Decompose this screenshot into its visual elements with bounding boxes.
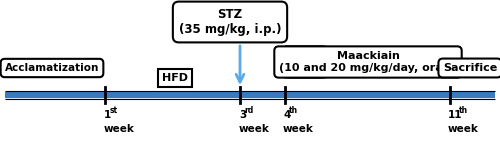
- Text: week: week: [448, 124, 479, 134]
- Text: 4: 4: [283, 110, 290, 120]
- Text: STZ
(35 mg/kg, i.p.): STZ (35 mg/kg, i.p.): [179, 7, 281, 37]
- Text: th: th: [459, 106, 468, 115]
- Text: FBG
check: FBG check: [287, 51, 323, 73]
- Text: HFD: HFD: [162, 73, 188, 83]
- Text: Sacrifice: Sacrifice: [443, 63, 497, 73]
- Text: week: week: [104, 124, 135, 134]
- Text: 11: 11: [448, 110, 462, 120]
- Text: 3: 3: [239, 110, 246, 120]
- Text: st: st: [110, 106, 118, 115]
- Text: th: th: [288, 106, 298, 115]
- Text: Maackiain
(10 and 20 mg/kg/day, orally: Maackiain (10 and 20 mg/kg/day, orally: [279, 51, 457, 73]
- Text: week: week: [239, 124, 270, 134]
- Text: week: week: [283, 124, 314, 134]
- Text: rd: rd: [244, 106, 254, 115]
- Text: 1: 1: [104, 110, 111, 120]
- Text: Acclamatization: Acclamatization: [5, 63, 99, 73]
